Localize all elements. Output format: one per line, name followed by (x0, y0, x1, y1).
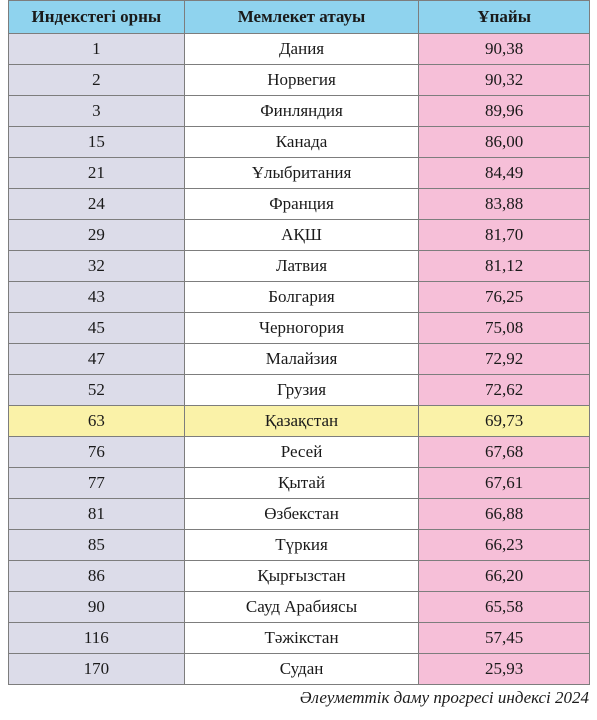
score-cell: 90,32 (418, 64, 590, 96)
country-cell: Канада (183, 126, 420, 158)
country-cell: Норвегия (183, 64, 420, 96)
country-cell: Сауд Арабиясы (183, 591, 420, 623)
score-cell: 90,38 (418, 33, 590, 65)
country-cell: Болгария (183, 281, 420, 313)
country-cell: Қазақстан (183, 405, 420, 437)
country-cell: АҚШ (183, 219, 420, 251)
score-cell: 89,96 (418, 95, 590, 127)
table-caption: Әлеуметтік даму прогресі индексі 2024 (299, 688, 589, 707)
score-cell: 76,25 (418, 281, 590, 313)
country-cell: Қырғызстан (183, 560, 420, 592)
score-cell: 65,58 (418, 591, 590, 623)
country-cell: Судан (183, 653, 420, 685)
header-country: Мемлекет атауы (183, 0, 420, 34)
table-row: 15 Канада 86,00 (8, 126, 590, 158)
rank-cell: 45 (8, 312, 185, 344)
table-row: 52 Грузия 72,62 (8, 374, 590, 406)
table-row: 170 Судан 25,93 (8, 653, 590, 685)
table-row: 21 Ұлыбритания 84,49 (8, 157, 590, 189)
social-progress-table: Индекстегі орны Мемлекет атауы Ұпайы 1 Да… (8, 0, 590, 685)
rank-cell: 116 (8, 622, 185, 654)
rank-cell: 3 (8, 95, 185, 127)
score-cell: 84,49 (418, 157, 590, 189)
rank-cell: 85 (8, 529, 185, 561)
table-body: 1 Дания 90,38 2 Норвегия 90,32 3 Финляндия 89,96… (8, 33, 590, 685)
rank-cell: 21 (8, 157, 185, 189)
country-cell: Франция (183, 188, 420, 220)
score-cell: 67,68 (418, 436, 590, 468)
rank-cell: 24 (8, 188, 185, 220)
header-rank: Индекстегі орны (8, 0, 185, 34)
score-cell: 81,12 (418, 250, 590, 282)
country-cell: Латвия (183, 250, 420, 282)
rank-cell: 170 (8, 653, 185, 685)
score-cell: 57,45 (418, 622, 590, 654)
country-cell: Ұлыбритания (183, 157, 420, 189)
rank-cell: 63 (8, 405, 185, 437)
rank-cell: 90 (8, 591, 185, 623)
score-cell: 83,88 (418, 188, 590, 220)
score-cell: 69,73 (418, 405, 590, 437)
table-row: 85 Түркия 66,23 (8, 529, 590, 561)
score-cell: 66,88 (418, 498, 590, 530)
rank-cell: 15 (8, 126, 185, 158)
country-cell: Өзбекстан (183, 498, 420, 530)
rank-cell: 2 (8, 64, 185, 96)
table-row: 2 Норвегия 90,32 (8, 64, 590, 96)
table-header: Индекстегі орны Мемлекет атауы Ұпайы (8, 0, 590, 34)
table-row: 24 Франция 83,88 (8, 188, 590, 220)
country-cell: Финляндия (183, 95, 420, 127)
rank-cell: 32 (8, 250, 185, 282)
rank-cell: 43 (8, 281, 185, 313)
rank-cell: 29 (8, 219, 185, 251)
rank-cell: 1 (8, 33, 185, 65)
country-cell: Малайзия (183, 343, 420, 375)
country-cell: Дания (183, 33, 420, 65)
table-row: 43 Болгария 76,25 (8, 281, 590, 313)
score-cell: 86,00 (418, 126, 590, 158)
table-row: 29 АҚШ 81,70 (8, 219, 590, 251)
score-cell: 75,08 (418, 312, 590, 344)
rank-cell: 77 (8, 467, 185, 499)
table-row-highlighted: 63 Қазақстан 69,73 (8, 405, 590, 437)
table-row: 77 Қытай 67,61 (8, 467, 590, 499)
table-row: 81 Өзбекстан 66,88 (8, 498, 590, 530)
score-cell: 72,92 (418, 343, 590, 375)
country-cell: Грузия (183, 374, 420, 406)
score-cell: 67,61 (418, 467, 590, 499)
header-row: Индекстегі орны Мемлекет атауы Ұпайы (8, 0, 590, 34)
country-cell: Түркия (183, 529, 420, 561)
table-row: 32 Латвия 81,12 (8, 250, 590, 282)
rank-cell: 86 (8, 560, 185, 592)
score-cell: 72,62 (418, 374, 590, 406)
table-row: 116 Тәжікстан 57,45 (8, 622, 590, 654)
rank-cell: 81 (8, 498, 185, 530)
country-cell: Ресей (183, 436, 420, 468)
table-row: 90 Сауд Арабиясы 65,58 (8, 591, 590, 623)
score-cell: 81,70 (418, 219, 590, 251)
country-cell: Қытай (183, 467, 420, 499)
header-score: Ұпайы (418, 0, 590, 34)
table-row: 3 Финляндия 89,96 (8, 95, 590, 127)
score-cell: 25,93 (418, 653, 590, 685)
score-cell: 66,20 (418, 560, 590, 592)
table-row: 45 Черногория 75,08 (8, 312, 590, 344)
country-cell: Тәжікстан (183, 622, 420, 654)
rank-cell: 47 (8, 343, 185, 375)
table-row: 47 Малайзия 72,92 (8, 343, 590, 375)
table-row: 76 Ресей 67,68 (8, 436, 590, 468)
rank-cell: 52 (8, 374, 185, 406)
table-row: 86 Қырғызстан 66,20 (8, 560, 590, 592)
rank-cell: 76 (8, 436, 185, 468)
table-row: 1 Дания 90,38 (8, 33, 590, 65)
country-cell: Черногория (183, 312, 420, 344)
score-cell: 66,23 (418, 529, 590, 561)
